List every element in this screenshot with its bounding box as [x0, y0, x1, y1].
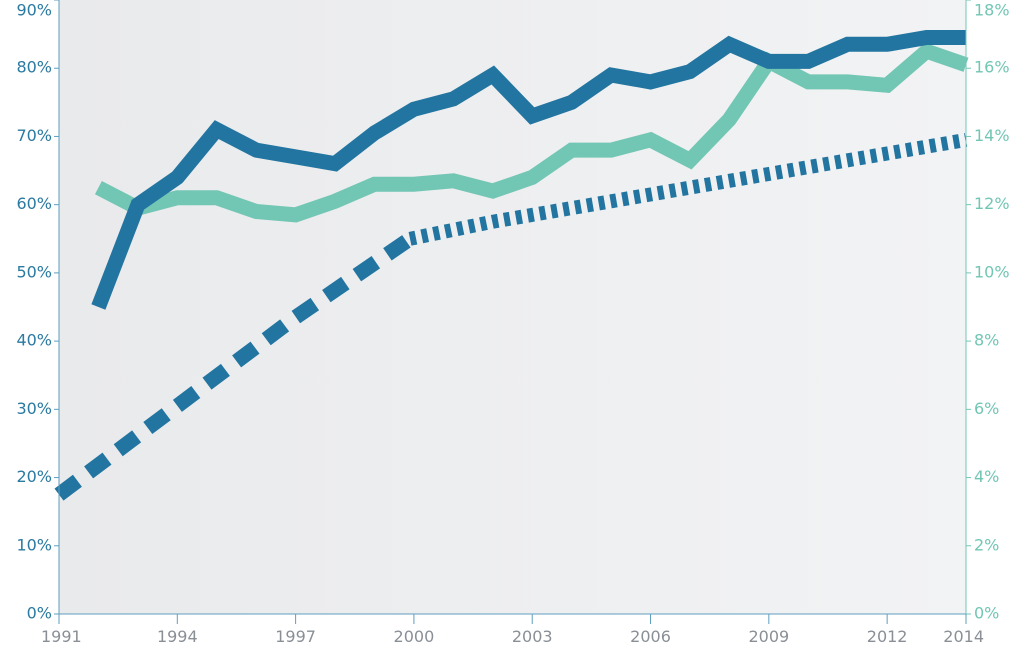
y-left-tick-label: 30% [16, 399, 52, 418]
y-right-tick-label: 2% [974, 535, 999, 554]
y-left-tick-label: 20% [16, 467, 52, 486]
y-left-tick-label: 90% [16, 1, 52, 20]
y-right-tick-label: 6% [974, 399, 999, 418]
y-left-tick-label: 70% [16, 126, 52, 145]
x-tick-label: 2006 [630, 627, 671, 646]
x-tick-label: 2012 [867, 627, 908, 646]
series-dark-dotted-projection [408, 133, 968, 246]
y-left-tick-label: 60% [16, 194, 52, 213]
y-right-tick-label: 14% [974, 126, 1010, 145]
y-right-tick-label: 8% [974, 331, 999, 350]
y-left-tick-label: 10% [16, 535, 52, 554]
x-tick-label: 2014 [943, 627, 984, 646]
y-left-tick-label: 0% [27, 604, 52, 623]
ticks-layer: 0% 10% 20% 30% 40% 50% 60% 70% 80% 90% 0% 2% 4% 6% 8% 1… [16, 0, 1010, 646]
x-tick-label: 1991 [41, 627, 82, 646]
y-right-tick-label: 4% [974, 467, 999, 486]
x-tick-label: 1994 [157, 627, 198, 646]
x-tick-label: 2009 [748, 627, 789, 646]
y-left-tick-label: 80% [16, 58, 52, 77]
y-left-tick-label: 40% [16, 331, 52, 350]
series-dark-solid [91, 30, 966, 310]
y-right-tick-label: 10% [974, 262, 1010, 281]
y-right-tick-label: 0% [974, 604, 999, 623]
y-right-tick-label: 12% [974, 194, 1010, 213]
series-teal-solid [94, 42, 969, 223]
x-tick-label: 2000 [394, 627, 435, 646]
y-right-tick-label: 16% [974, 58, 1010, 77]
y-right-tick-label: 18% [974, 1, 1010, 20]
series-layer [54, 30, 969, 501]
x-tick-label: 1997 [275, 627, 316, 646]
y-left-tick-label: 50% [16, 262, 52, 281]
x-tick-label: 2003 [512, 627, 553, 646]
